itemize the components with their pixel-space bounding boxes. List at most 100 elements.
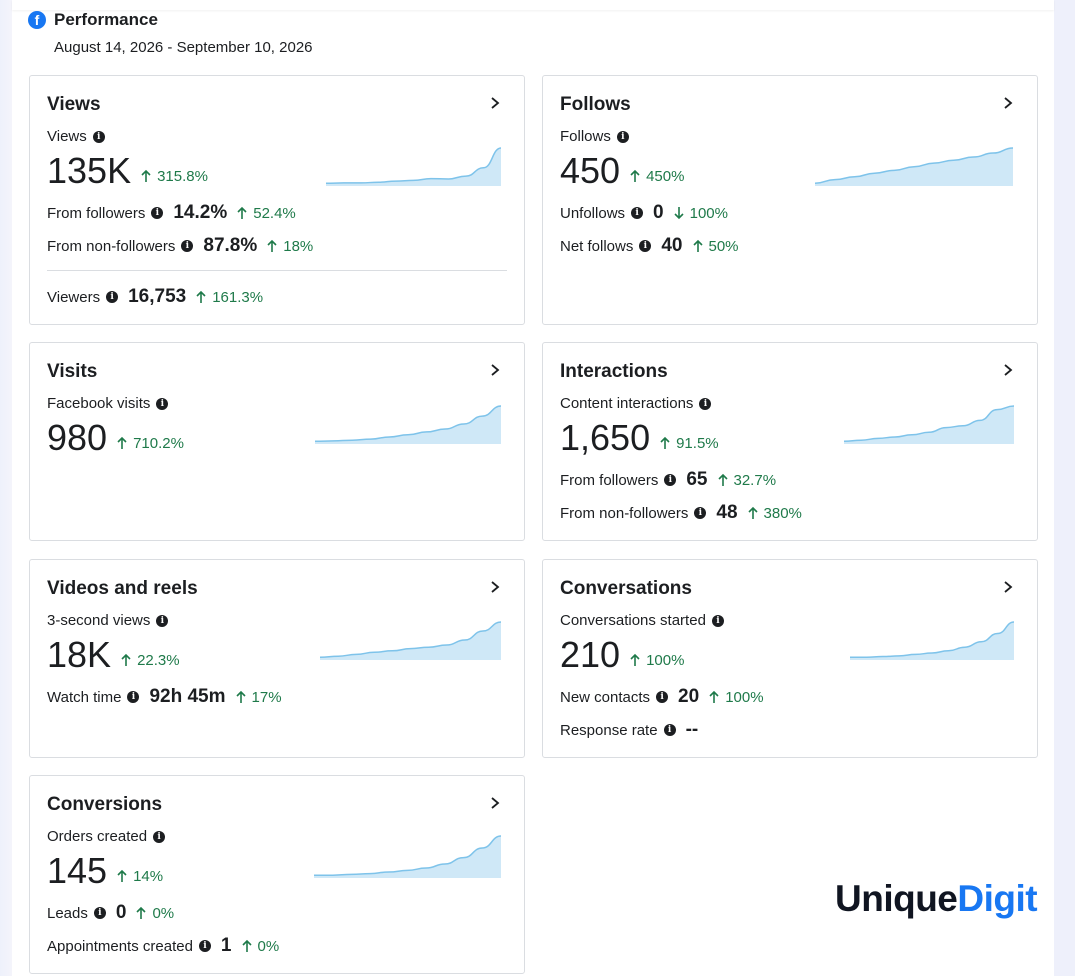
- info-icon[interactable]: i: [93, 907, 106, 919]
- card-title: Conversions: [47, 794, 163, 815]
- info-icon[interactable]: i: [694, 507, 707, 519]
- info-icon[interactable]: i: [151, 207, 164, 219]
- arrow-up-icon: [141, 169, 151, 182]
- arrow-up-icon: [747, 506, 758, 519]
- sparkline-line: [315, 405, 501, 443]
- follows-card[interactable]: Follows Follows i 450 450% Unfollows i 0 1…: [542, 75, 1038, 325]
- trend-change: 450%: [630, 168, 684, 185]
- visits-sparkline: [315, 405, 501, 444]
- sub-metric-row: New contacts i 20 100%: [560, 686, 764, 707]
- info-icon[interactable]: i: [156, 614, 169, 627]
- card-title: Visits: [47, 361, 98, 382]
- arrow-up-icon: [660, 436, 670, 449]
- sub-metric-row: Leads i 0 0%: [47, 902, 175, 923]
- info-icon[interactable]: i: [153, 830, 166, 843]
- sparkline-line: [326, 147, 501, 185]
- card-title: Videos and reels: [47, 578, 198, 599]
- conversations-sparkline: [850, 621, 1014, 660]
- sparkline-area: [315, 406, 501, 444]
- chevron-right-icon[interactable]: [1001, 361, 1015, 379]
- sub-metric-row: Net follows i 40 50%: [560, 235, 739, 256]
- facebook-icon: f: [28, 11, 46, 29]
- chevron-right-icon[interactable]: [488, 361, 502, 379]
- sparkline-line: [314, 835, 501, 876]
- metric-value: 980 710.2%: [47, 417, 184, 458]
- info-icon[interactable]: i: [156, 397, 169, 410]
- sub-metric-row: From followers i 65 32.7%: [560, 469, 777, 490]
- date-range: August 14, 2026 - September 10, 2026: [54, 39, 313, 56]
- conversions-sparkline: [314, 835, 501, 878]
- metric-label: Orders created i: [47, 828, 166, 845]
- page-title: Performance: [54, 10, 158, 29]
- info-icon[interactable]: i: [616, 130, 629, 143]
- sub-metric-row: Appointments created i 1 0%: [47, 935, 280, 956]
- arrow-up-icon: [121, 653, 131, 666]
- arrow-up-icon: [136, 906, 147, 919]
- metric-value: 145 14%: [47, 850, 164, 891]
- metric-value: 210 100%: [560, 634, 685, 675]
- info-icon[interactable]: i: [92, 130, 105, 143]
- arrow-up-icon: [237, 206, 247, 219]
- conversations-card[interactable]: Conversations Conversations started i 210…: [542, 559, 1038, 758]
- chevron-right-icon[interactable]: [488, 94, 502, 112]
- trend-change: 14%: [117, 868, 163, 885]
- info-icon[interactable]: i: [198, 940, 211, 952]
- arrow-up-icon: [196, 290, 206, 303]
- chevron-right-icon[interactable]: [1001, 578, 1015, 596]
- info-icon[interactable]: i: [106, 291, 119, 303]
- info-icon[interactable]: i: [639, 240, 652, 252]
- arrow-up-icon: [117, 436, 127, 449]
- info-icon[interactable]: i: [711, 614, 724, 627]
- sparkline-area: [326, 148, 501, 186]
- sub-metric-row: Response rate i --: [560, 719, 699, 740]
- metric-value: 18K 22.3%: [47, 634, 180, 675]
- sub-metric-row: Viewers i 16,753 161.3%: [47, 286, 264, 307]
- views-card[interactable]: Views Views i 135K 315.8% From followers i…: [29, 75, 525, 325]
- sub-metric-row: From non-followers i 48 380%: [560, 502, 802, 523]
- metric-value: 135K 315.8%: [47, 150, 208, 191]
- metric-label: Follows i: [560, 128, 629, 145]
- sparkline-line: [850, 621, 1014, 659]
- info-icon[interactable]: i: [699, 397, 712, 410]
- info-icon[interactable]: i: [631, 207, 644, 219]
- metric-label: Views i: [47, 128, 105, 145]
- info-icon[interactable]: i: [656, 691, 669, 703]
- metric-label: Conversations started i: [560, 612, 724, 629]
- arrow-up-icon: [117, 869, 127, 882]
- info-icon[interactable]: i: [181, 240, 194, 252]
- arrow-down-icon: [674, 207, 684, 220]
- conversions-card[interactable]: Conversions Orders created i 145 14% Lead…: [29, 775, 525, 974]
- sub-metric-row: From followers i 14.2% 52.4%: [47, 202, 296, 223]
- arrow-up-icon: [692, 239, 703, 252]
- trend-change: 22.3%: [121, 652, 180, 669]
- card-title: Interactions: [560, 361, 668, 382]
- info-icon[interactable]: i: [663, 724, 676, 736]
- videos-reels-card[interactable]: Videos and reels 3-second views i 18K 22.…: [29, 559, 525, 758]
- sparkline-area: [844, 406, 1014, 444]
- trend-change: 100%: [630, 652, 684, 669]
- chevron-right-icon[interactable]: [488, 794, 502, 812]
- trend-change: 315.8%: [141, 168, 208, 185]
- sub-metric-row: Unfollows i 0 100%: [560, 202, 728, 223]
- trend-change: 91.5%: [660, 435, 719, 452]
- sparkline-area: [320, 622, 501, 660]
- arrow-up-icon: [630, 169, 640, 182]
- chevron-right-icon[interactable]: [488, 578, 502, 596]
- metric-label: 3-second views i: [47, 612, 169, 629]
- card-title: Conversations: [560, 578, 692, 599]
- metric-value: 1,650 91.5%: [560, 417, 719, 458]
- interactions-card[interactable]: Interactions Content interactions i 1,650…: [542, 342, 1038, 541]
- info-icon[interactable]: i: [127, 691, 140, 703]
- sparkline-line: [844, 405, 1014, 443]
- info-icon[interactable]: i: [664, 474, 677, 486]
- sparkline-line: [320, 621, 501, 659]
- sparkline-line: [815, 147, 1013, 185]
- arrow-up-icon: [630, 653, 640, 666]
- metric-label: Facebook visits i: [47, 395, 169, 412]
- videos-sparkline: [320, 621, 501, 660]
- chevron-right-icon[interactable]: [1001, 94, 1015, 112]
- card-title: Views: [47, 94, 101, 115]
- visits-card[interactable]: Visits Facebook visits i 980 710.2%: [29, 342, 525, 541]
- interactions-sparkline: [844, 405, 1014, 444]
- views-sparkline: [326, 147, 501, 186]
